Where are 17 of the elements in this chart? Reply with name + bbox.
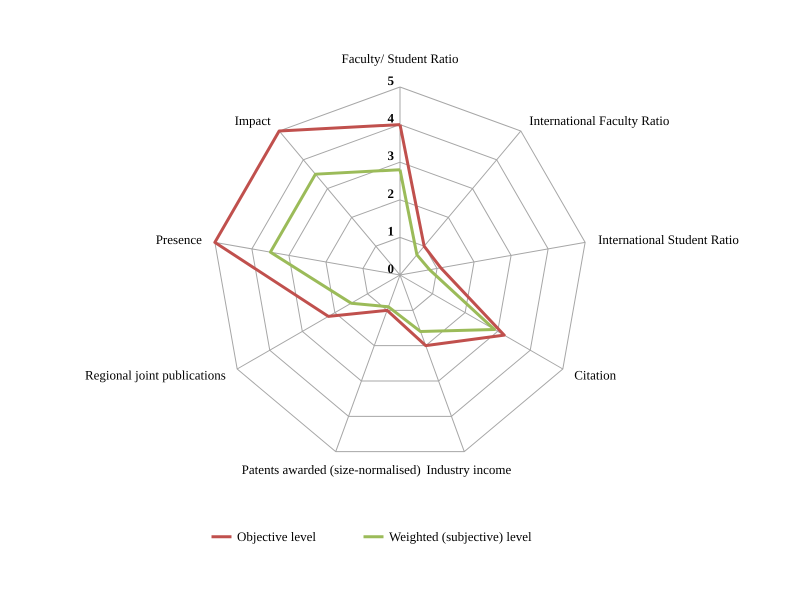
legend-label: Objective level	[237, 528, 316, 544]
spoke-label: Citation	[574, 368, 617, 383]
spoke-label: International Faculty Ratio	[529, 112, 670, 128]
spoke-label: Faculty/ Student Ratio	[342, 50, 458, 66]
y-tick-label: 1	[388, 223, 394, 238]
spoke-label: Regional joint publications	[84, 368, 226, 383]
spoke-label: Impact	[234, 112, 272, 128]
y-tick-label: 4	[388, 110, 394, 126]
y-tick-label: 5	[388, 73, 394, 88]
spoke-label: International Student Ratio	[598, 232, 739, 248]
spoke-label: Patents awarded (size-normalised)	[242, 462, 421, 478]
y-tick-label: 3	[388, 148, 394, 164]
legend-label: Weighted (subjective) level	[389, 528, 532, 544]
y-tick-label: 2	[388, 186, 394, 201]
spoke-label: Industry income	[426, 462, 512, 478]
spoke-label: Presence	[156, 232, 202, 248]
y-tick-label: 0	[388, 261, 394, 276]
